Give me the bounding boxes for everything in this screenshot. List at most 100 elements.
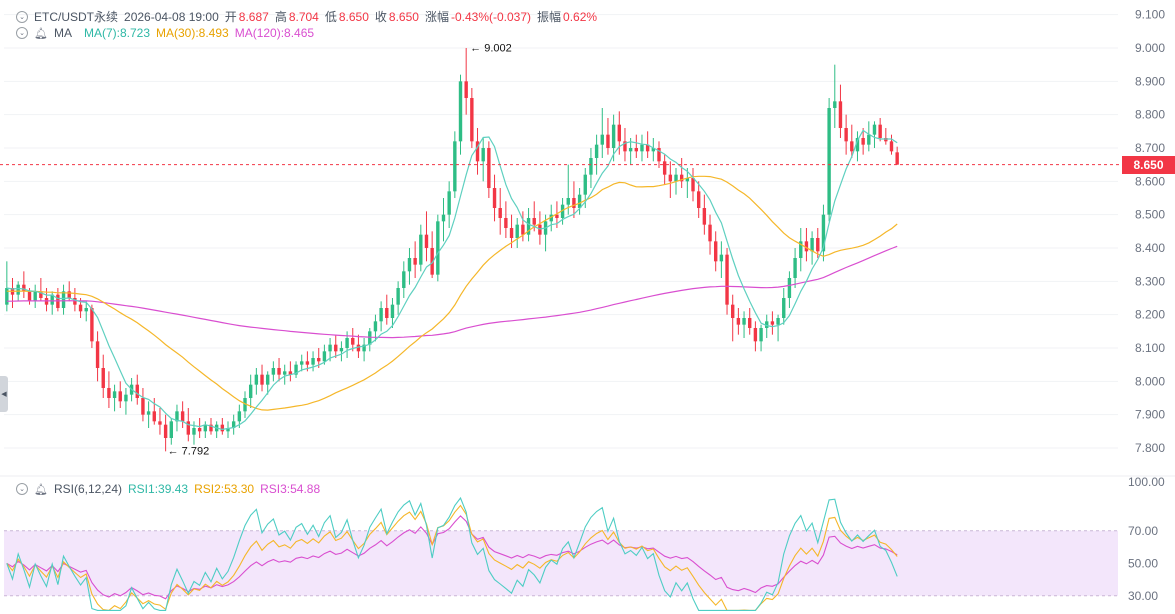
ma-name[interactable]: MA bbox=[53, 26, 72, 40]
ma7-line bbox=[6, 129, 898, 431]
candle bbox=[521, 211, 525, 242]
candle-body bbox=[611, 124, 616, 148]
candle-body bbox=[816, 238, 820, 252]
candle bbox=[855, 131, 860, 162]
candle-body bbox=[821, 214, 826, 252]
change-value: -0.43%(-0.037) bbox=[450, 9, 532, 24]
candle bbox=[84, 301, 88, 322]
candle-body bbox=[197, 428, 202, 432]
candle-body bbox=[260, 374, 264, 385]
candle-body bbox=[84, 308, 88, 312]
candle-body bbox=[566, 198, 570, 205]
rsi-tick-label: 100.00 bbox=[1128, 475, 1165, 489]
candle bbox=[725, 248, 729, 315]
candle-body bbox=[685, 178, 690, 182]
open-label: 开 bbox=[224, 10, 237, 24]
candle-body bbox=[294, 364, 298, 375]
candle bbox=[464, 48, 468, 115]
candle-body bbox=[515, 224, 519, 238]
price-tick-label: 8.600 bbox=[1135, 174, 1165, 188]
candle-body bbox=[855, 138, 860, 152]
candle-body bbox=[152, 411, 156, 422]
candle-body bbox=[368, 331, 372, 345]
price-tick-label: 8.500 bbox=[1135, 208, 1165, 222]
candle-body bbox=[248, 384, 253, 398]
candle-body bbox=[674, 174, 678, 182]
candle bbox=[311, 351, 315, 372]
candle-body bbox=[884, 138, 888, 142]
candle bbox=[804, 228, 809, 262]
expand-panel-handle[interactable]: ◀ bbox=[0, 376, 8, 412]
high-label: 高 bbox=[274, 10, 287, 24]
candle-body bbox=[628, 148, 633, 152]
candle-body bbox=[169, 421, 173, 438]
candle bbox=[770, 311, 775, 335]
collapse-icon[interactable]: ⌄ bbox=[16, 27, 28, 39]
current-price-tag: 8.650 bbox=[1122, 155, 1175, 174]
bell-icon[interactable]: 🔔︎ bbox=[34, 27, 48, 40]
candle-body bbox=[180, 411, 185, 422]
candle bbox=[691, 168, 695, 202]
close-label: 收 bbox=[374, 10, 387, 24]
candle-body bbox=[600, 134, 604, 145]
candle bbox=[453, 131, 457, 198]
candle bbox=[844, 114, 848, 155]
bell-icon[interactable]: 🔔︎ bbox=[34, 483, 48, 496]
candle bbox=[850, 124, 854, 158]
price-tick-label: 8.200 bbox=[1135, 308, 1165, 322]
candle bbox=[538, 211, 542, 245]
candle-body bbox=[736, 318, 741, 325]
candle bbox=[90, 304, 94, 348]
candle bbox=[634, 134, 639, 158]
price-tick-label: 7.800 bbox=[1135, 441, 1165, 455]
candle bbox=[447, 181, 451, 228]
candle-body bbox=[623, 141, 627, 152]
candle-body bbox=[617, 124, 621, 142]
candle bbox=[231, 414, 236, 435]
symbol-label[interactable]: ETC/USDT永续 bbox=[34, 10, 119, 24]
candle bbox=[424, 211, 429, 262]
candle-body bbox=[719, 254, 724, 262]
candle-body bbox=[362, 344, 366, 352]
collapse-icon[interactable]: ⌄ bbox=[16, 10, 28, 23]
candle bbox=[787, 271, 792, 308]
candle bbox=[838, 84, 843, 138]
rsi2-value: RSI2:53.30 bbox=[194, 482, 255, 496]
candle-body bbox=[464, 81, 468, 98]
candle-body bbox=[288, 371, 293, 375]
datetime-label: 2026-04-08 19:00 bbox=[124, 9, 219, 24]
candle bbox=[884, 128, 888, 145]
candle-body bbox=[50, 294, 54, 305]
candle bbox=[782, 288, 786, 325]
candle-body bbox=[220, 424, 225, 432]
candle bbox=[566, 164, 570, 215]
candle-body bbox=[475, 141, 480, 162]
candle bbox=[867, 121, 871, 152]
candle bbox=[594, 134, 599, 175]
rsi-name[interactable]: RSI(6,12,24) bbox=[53, 482, 123, 496]
candle bbox=[107, 371, 111, 408]
candle bbox=[407, 248, 412, 285]
candle bbox=[481, 138, 485, 182]
amplitude-value: 0.62% bbox=[563, 9, 598, 24]
candle-body bbox=[186, 421, 191, 435]
collapse-icon[interactable]: ⌄ bbox=[16, 483, 28, 495]
candle-body bbox=[277, 368, 281, 375]
price-tick-label: 8.900 bbox=[1135, 74, 1165, 88]
candle-body bbox=[390, 304, 395, 318]
candle-body bbox=[668, 174, 673, 182]
candle-body bbox=[872, 124, 877, 135]
candle bbox=[260, 364, 264, 392]
candle bbox=[748, 308, 752, 335]
candle-body bbox=[577, 194, 582, 208]
candle bbox=[379, 301, 383, 332]
candle bbox=[708, 214, 712, 255]
candle bbox=[679, 158, 684, 188]
candle bbox=[22, 271, 26, 298]
candle-body bbox=[521, 224, 525, 235]
rsi-tick-label: 70.00 bbox=[1128, 524, 1158, 538]
candle-body bbox=[838, 101, 843, 128]
candle bbox=[254, 368, 259, 395]
candle bbox=[487, 141, 491, 198]
